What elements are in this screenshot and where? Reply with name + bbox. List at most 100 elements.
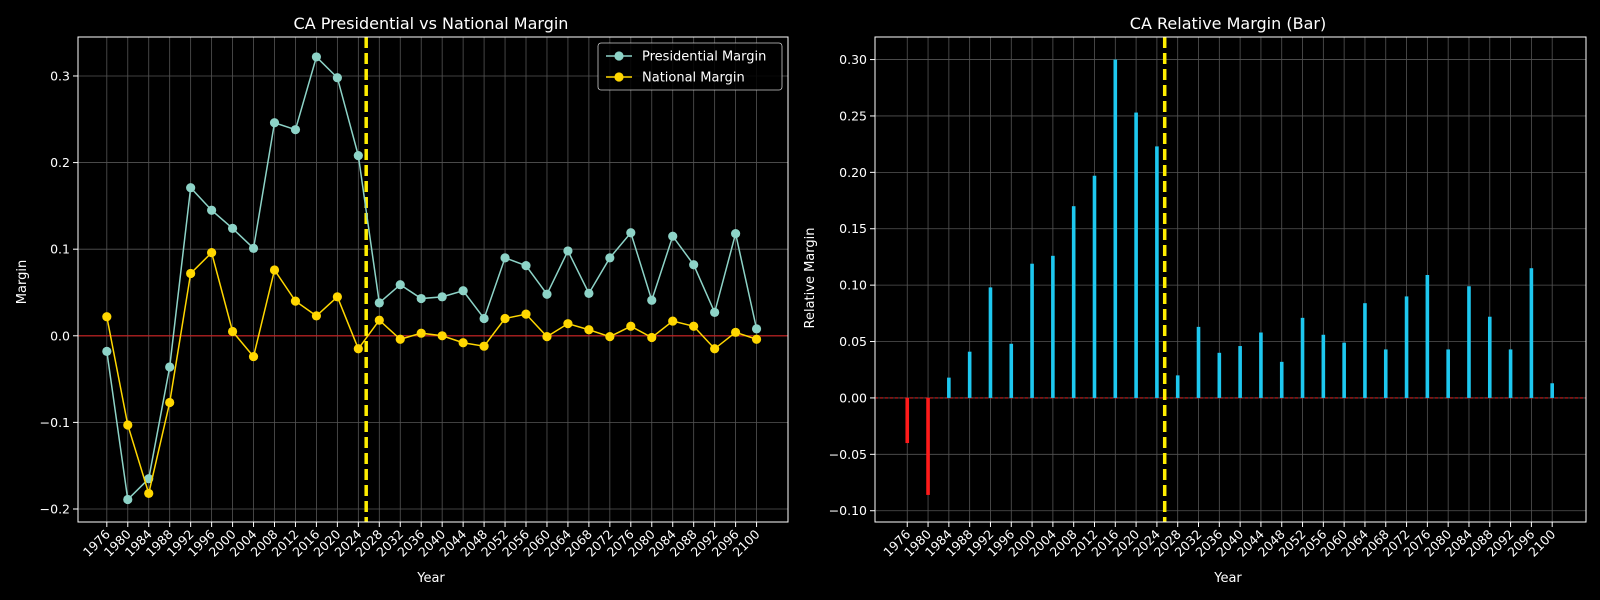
data-point: [689, 321, 699, 331]
bar: [1217, 352, 1222, 398]
data-point: [395, 334, 405, 344]
data-point: [332, 292, 342, 302]
data-point: [290, 125, 301, 135]
y-axis-label: Relative Margin: [803, 228, 818, 329]
data-point: [102, 346, 112, 356]
y-tick-label: −0.1: [40, 415, 70, 430]
bar: [905, 397, 910, 444]
axes-frame: [874, 36, 1587, 523]
y-tick-label: 0.10: [839, 278, 867, 293]
data-point: [395, 280, 405, 290]
data-point: [165, 397, 175, 408]
data-point: [521, 261, 531, 271]
data-point: [731, 228, 741, 239]
data-point: [165, 362, 175, 372]
data-point: [584, 288, 594, 298]
data-point: [668, 316, 678, 326]
bar: [967, 351, 972, 398]
y-tick-label: 0.20: [839, 165, 867, 180]
data-point: [248, 243, 259, 253]
bar: [1404, 296, 1409, 398]
bar: [1508, 349, 1513, 398]
data-point: [542, 332, 552, 342]
data-marks: [102, 52, 762, 505]
bar: [1529, 268, 1534, 398]
chart-title: CA Relative Margin (Bar): [1130, 14, 1326, 33]
data-point: [626, 321, 636, 331]
data-point: [374, 315, 384, 325]
bar: [1071, 206, 1076, 398]
data-point: [751, 324, 762, 334]
bar: [1425, 274, 1430, 398]
data-point: [332, 73, 342, 83]
bar-chart: CA Relative Margin (Bar) Year Relative M…: [803, 14, 1587, 586]
data-point: [227, 326, 238, 337]
bar: [947, 377, 951, 398]
bar: [1238, 346, 1242, 398]
y-tick-label: 0.3: [50, 68, 70, 83]
legend-label: Presidential Margin: [642, 50, 766, 65]
y-tick-label: 0.05: [839, 334, 867, 349]
data-point: [605, 332, 615, 342]
data-point: [710, 344, 720, 354]
y-tick-label: 0.2: [50, 155, 70, 170]
data-point: [353, 344, 363, 354]
bar: [1196, 326, 1201, 398]
bar: [1092, 175, 1097, 398]
data-point: [458, 338, 468, 348]
data-point: [269, 118, 280, 128]
legend-swatch-marker: [614, 51, 624, 61]
data-point: [311, 52, 322, 62]
data-point: [479, 313, 489, 324]
data-point: [123, 420, 133, 430]
series-line: [106, 55, 758, 502]
bar: [988, 287, 993, 398]
bar: [1363, 303, 1367, 398]
x-axis-label: Year: [1213, 571, 1242, 586]
data-point: [458, 286, 468, 296]
data-point: [542, 289, 552, 299]
bar: [926, 397, 930, 495]
data-point: [563, 246, 573, 256]
data-point: [647, 295, 657, 305]
bar: [1009, 343, 1014, 398]
y-axis-label: Margin: [15, 260, 30, 304]
reference-lines: [78, 37, 788, 522]
data-point: [227, 223, 238, 234]
data-point: [144, 488, 154, 499]
data-point: [605, 253, 615, 263]
bar: [1550, 383, 1554, 398]
bar: [1113, 59, 1118, 398]
data-point: [689, 260, 699, 270]
bar: [1300, 317, 1305, 398]
data-point: [353, 151, 363, 161]
data-point: [731, 327, 741, 337]
data-point: [416, 328, 426, 338]
data-point: [500, 253, 510, 263]
data-point: [248, 351, 259, 362]
data-point: [437, 331, 447, 341]
data-point: [584, 325, 594, 335]
bar: [1175, 375, 1180, 398]
y-tick-label: −0.10: [829, 503, 867, 518]
data-point: [416, 293, 426, 304]
y-tick-label: 0.1: [50, 242, 70, 257]
data-point: [374, 298, 384, 308]
bar: [1155, 146, 1159, 398]
grid: [78, 37, 788, 522]
y-tick-label: 0.30: [839, 52, 867, 67]
bar: [1279, 361, 1284, 398]
data-point: [186, 183, 196, 193]
chart-title: CA Presidential vs National Margin: [294, 14, 569, 33]
data-point: [269, 265, 280, 275]
y-tick-label: −0.2: [40, 502, 70, 517]
data-point: [626, 228, 636, 238]
data-point: [207, 248, 217, 258]
legend-box: [597, 42, 783, 91]
bar: [1383, 349, 1388, 398]
bar: [1446, 349, 1450, 398]
legend-swatch-marker: [614, 72, 624, 82]
y-tick-label: 0.25: [839, 108, 867, 123]
